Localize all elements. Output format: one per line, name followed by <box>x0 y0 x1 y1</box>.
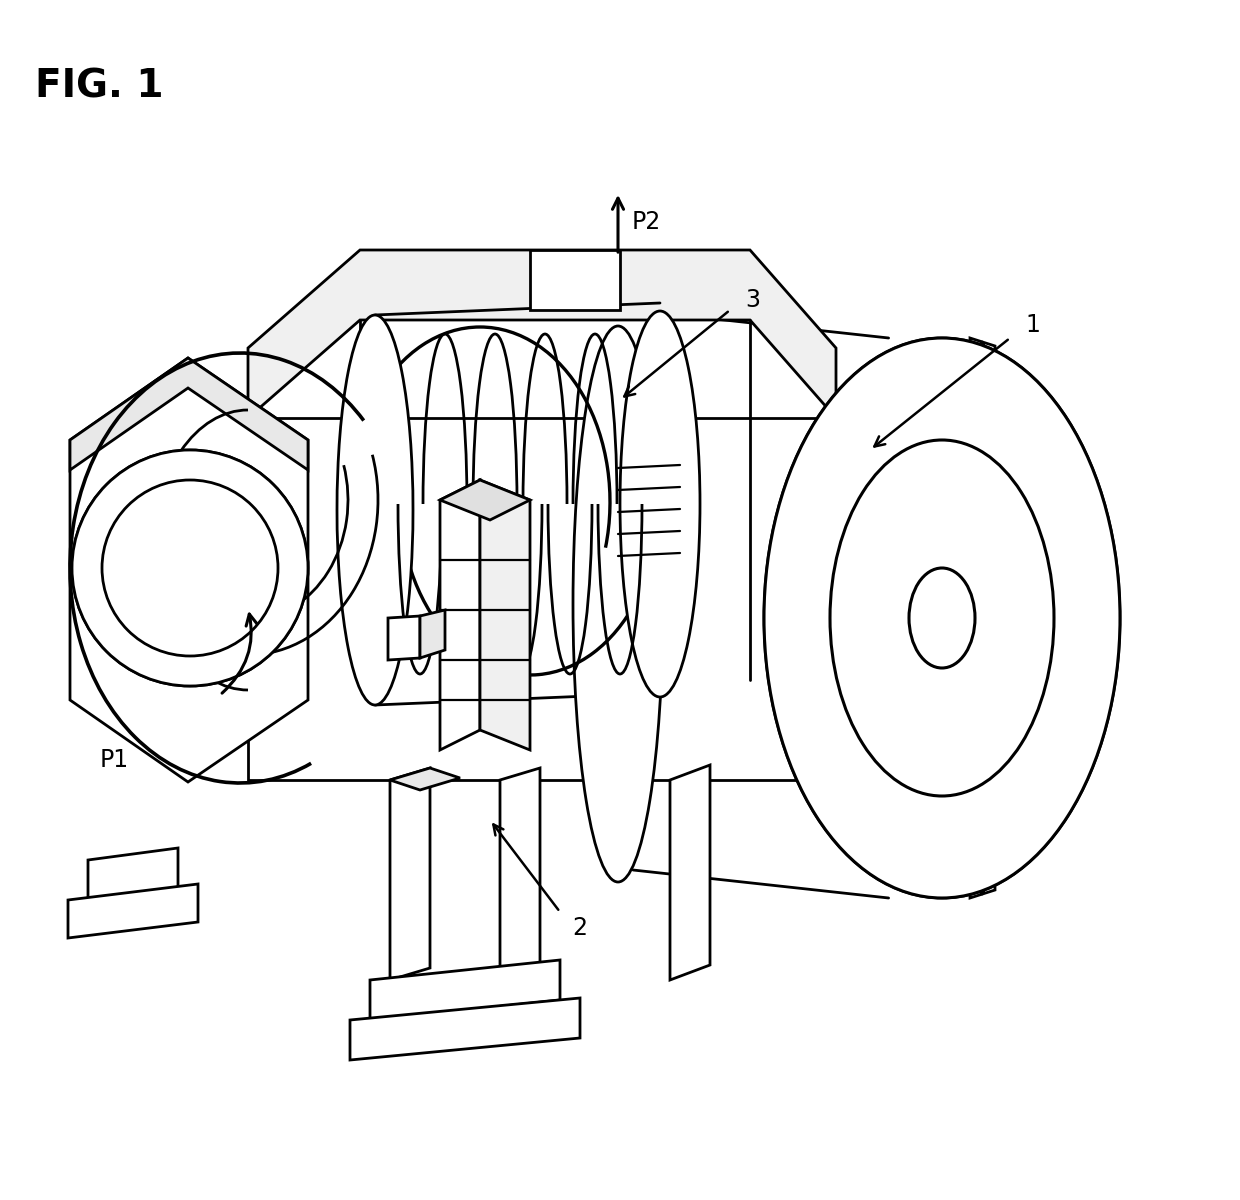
Ellipse shape <box>337 314 413 704</box>
Text: P1: P1 <box>100 748 129 772</box>
Polygon shape <box>420 610 445 658</box>
Polygon shape <box>480 480 529 750</box>
Polygon shape <box>88 848 179 900</box>
Polygon shape <box>248 418 836 780</box>
Polygon shape <box>440 480 529 520</box>
Ellipse shape <box>830 440 1054 796</box>
Polygon shape <box>670 766 711 980</box>
Polygon shape <box>500 768 539 980</box>
Ellipse shape <box>72 450 308 686</box>
Polygon shape <box>388 616 420 660</box>
Ellipse shape <box>909 568 975 668</box>
Text: 3: 3 <box>745 288 760 312</box>
Polygon shape <box>529 250 620 310</box>
Polygon shape <box>370 960 560 1020</box>
Ellipse shape <box>909 568 975 668</box>
Text: P2: P2 <box>632 210 661 234</box>
Ellipse shape <box>620 311 701 697</box>
Polygon shape <box>350 998 580 1060</box>
Ellipse shape <box>102 480 278 656</box>
Polygon shape <box>68 884 198 938</box>
Ellipse shape <box>72 450 308 686</box>
Polygon shape <box>970 338 994 898</box>
Ellipse shape <box>573 326 663 882</box>
Polygon shape <box>440 480 480 750</box>
Ellipse shape <box>830 440 1054 796</box>
Text: 1: 1 <box>1025 313 1040 337</box>
Text: 2: 2 <box>572 916 587 940</box>
Polygon shape <box>69 358 308 782</box>
Ellipse shape <box>764 338 1120 898</box>
Polygon shape <box>248 250 836 418</box>
Polygon shape <box>391 768 430 980</box>
Text: FIG. 1: FIG. 1 <box>35 68 164 106</box>
Ellipse shape <box>764 338 1120 898</box>
Ellipse shape <box>970 342 994 894</box>
Polygon shape <box>391 768 460 790</box>
Polygon shape <box>69 358 308 470</box>
Ellipse shape <box>102 480 278 656</box>
